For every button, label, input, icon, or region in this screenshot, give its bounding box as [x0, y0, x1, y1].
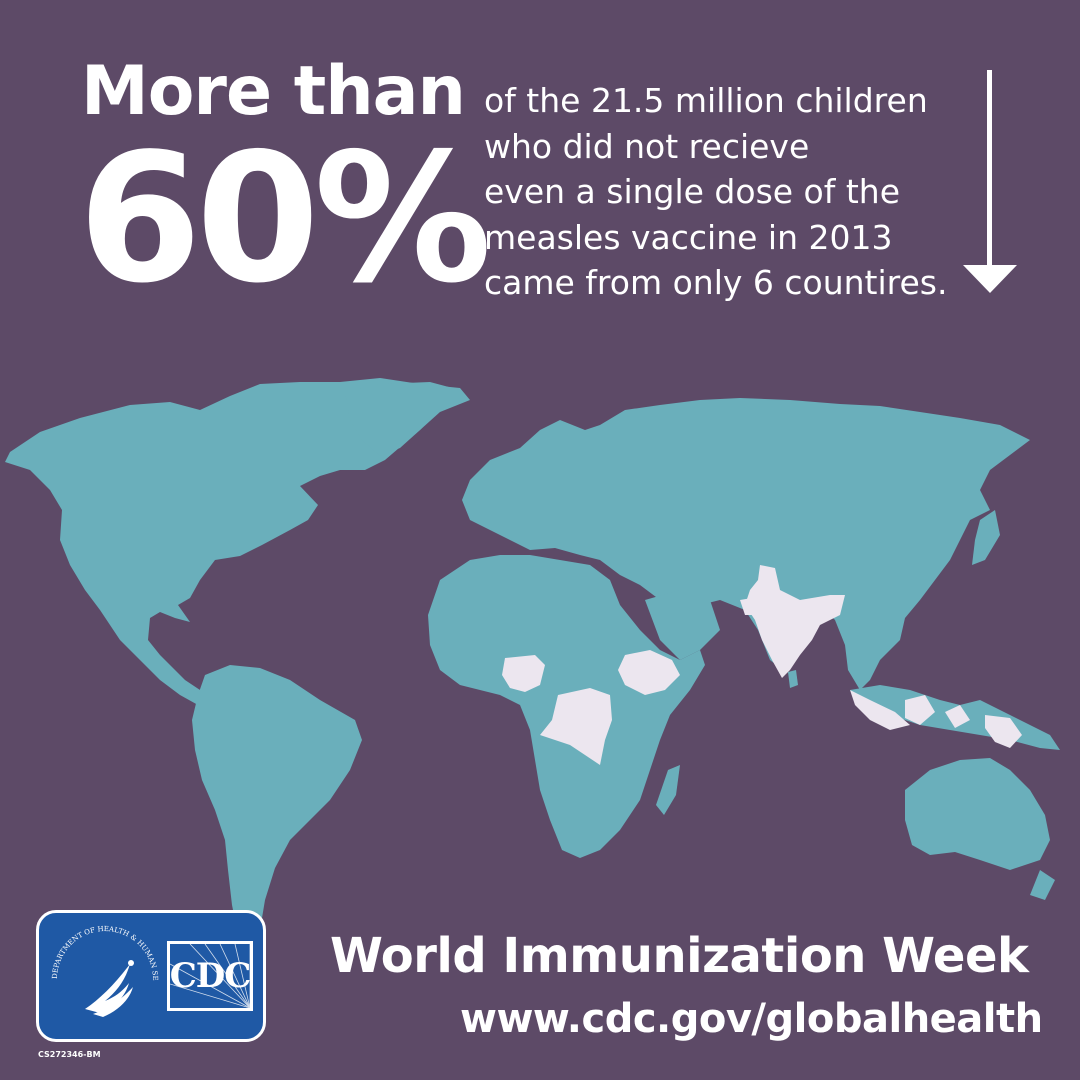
india [745, 565, 845, 678]
stat-line: even a single dose of the [484, 172, 901, 211]
stat-line: of the 21.5 million children [484, 81, 928, 120]
ethiopia [618, 650, 680, 695]
cdc-logo: DEPARTMENT OF HEALTH & HUMAN SERVICES US… [36, 910, 266, 1042]
eurasia [462, 398, 1030, 690]
north-america [5, 378, 470, 705]
hhs-seal: DEPARTMENT OF HEALTH & HUMAN SERVICES US… [45, 919, 159, 1017]
world-map [5, 378, 1060, 945]
headline-percent: 60% [78, 115, 492, 322]
statistic-text: of the 21.5 million children who did not… [484, 78, 964, 306]
stat-line: measles vaccine in 2013 [484, 217, 893, 257]
japan [972, 510, 1000, 565]
pakistan-region [740, 598, 755, 615]
dr-congo [540, 688, 612, 765]
australia [905, 758, 1050, 870]
highlighted-countries [502, 565, 1022, 765]
indonesia [850, 690, 1022, 748]
campaign-title: World Immunization Week [330, 928, 1029, 984]
down-arrow-icon [963, 70, 1017, 293]
stat-line: came from only 6 countires. [484, 263, 948, 302]
sri-lanka [788, 670, 798, 688]
greenland [345, 382, 460, 456]
svg-text:DEPARTMENT OF HEALTH & HUMAN S: DEPARTMENT OF HEALTH & HUMAN SERVICES US… [45, 919, 159, 981]
madagascar [656, 765, 680, 815]
new-zealand [1030, 870, 1055, 900]
headline: More than 60% [78, 52, 492, 322]
south-america [192, 665, 362, 945]
campaign-url[interactable]: www.cdc.gov/globalhealth [460, 996, 1043, 1042]
cdc-text: CDC [169, 956, 252, 996]
arabia [645, 590, 720, 660]
publication-code: CS272346-BM [38, 1050, 101, 1059]
stat-line: who did not recieve [484, 126, 810, 166]
headline-more-than: More than [81, 52, 466, 131]
cdc-wordmark: CDC [167, 941, 253, 1011]
hhs-eagle-icon [85, 960, 134, 1017]
nigeria [502, 655, 545, 692]
seal-text: DEPARTMENT OF HEALTH & HUMAN SERVICES US… [45, 919, 159, 981]
british-isles [488, 462, 508, 495]
